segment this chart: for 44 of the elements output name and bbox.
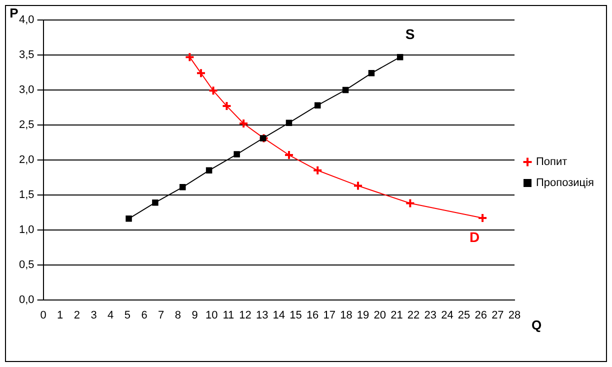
- x-tick-label: 17: [323, 309, 336, 322]
- annotation: D: [469, 228, 480, 245]
- x-tick-label: 5: [124, 309, 130, 322]
- x-tick-label: 0: [40, 309, 46, 322]
- y-tick-label: 3,0: [18, 84, 34, 96]
- x-tick-label: 6: [141, 309, 148, 322]
- y-tick-label: 0,0: [18, 294, 34, 306]
- x-tick-label: 3: [90, 309, 97, 322]
- x-tick-label: 18: [340, 309, 352, 322]
- y-tick-label: 4,0: [18, 14, 34, 26]
- y-axis-title: P: [10, 6, 19, 21]
- x-tick-label: 25: [458, 309, 470, 322]
- legend-label: Попит: [536, 156, 568, 168]
- y-tick-label: 0,5: [18, 258, 34, 271]
- x-tick-label: 1: [57, 309, 64, 322]
- annotation: S: [405, 26, 415, 42]
- x-tick-label: 20: [374, 309, 386, 322]
- x-tick-label: 28: [508, 309, 521, 322]
- x-tick-label: 12: [239, 309, 252, 322]
- x-tick-label: 11: [222, 309, 234, 322]
- x-tick-label: 15: [290, 309, 302, 322]
- x-tick-label: 26: [474, 309, 487, 322]
- x-axis-title: Q: [531, 317, 542, 332]
- x-tick-label: 16: [306, 309, 319, 322]
- y-tick-label: 3,5: [18, 49, 34, 62]
- y-tick-label: 1,5: [18, 188, 34, 201]
- x-tick-label: 13: [256, 309, 268, 322]
- x-tick-label: 27: [492, 309, 504, 322]
- y-tick-label: 1,0: [18, 224, 34, 236]
- x-tick-label: 19: [356, 309, 370, 322]
- x-tick-label: 2: [74, 309, 80, 322]
- x-tick-label: 24: [441, 309, 454, 322]
- legend-label: Пропозиція: [536, 177, 594, 190]
- x-tick-label: 9: [192, 309, 198, 322]
- x-tick-label: 22: [407, 309, 420, 322]
- x-tick-label: 14: [272, 309, 286, 322]
- x-tick-label: 4: [108, 309, 114, 322]
- x-tick-label: 10: [205, 309, 218, 322]
- x-tick-label: 21: [390, 309, 403, 322]
- y-tick-label: 2,0: [18, 154, 34, 166]
- x-tick-label: 23: [424, 309, 436, 322]
- x-tick-label: 7: [158, 309, 164, 322]
- y-tick-label: 2,5: [18, 118, 34, 131]
- x-tick-label: 8: [174, 309, 181, 322]
